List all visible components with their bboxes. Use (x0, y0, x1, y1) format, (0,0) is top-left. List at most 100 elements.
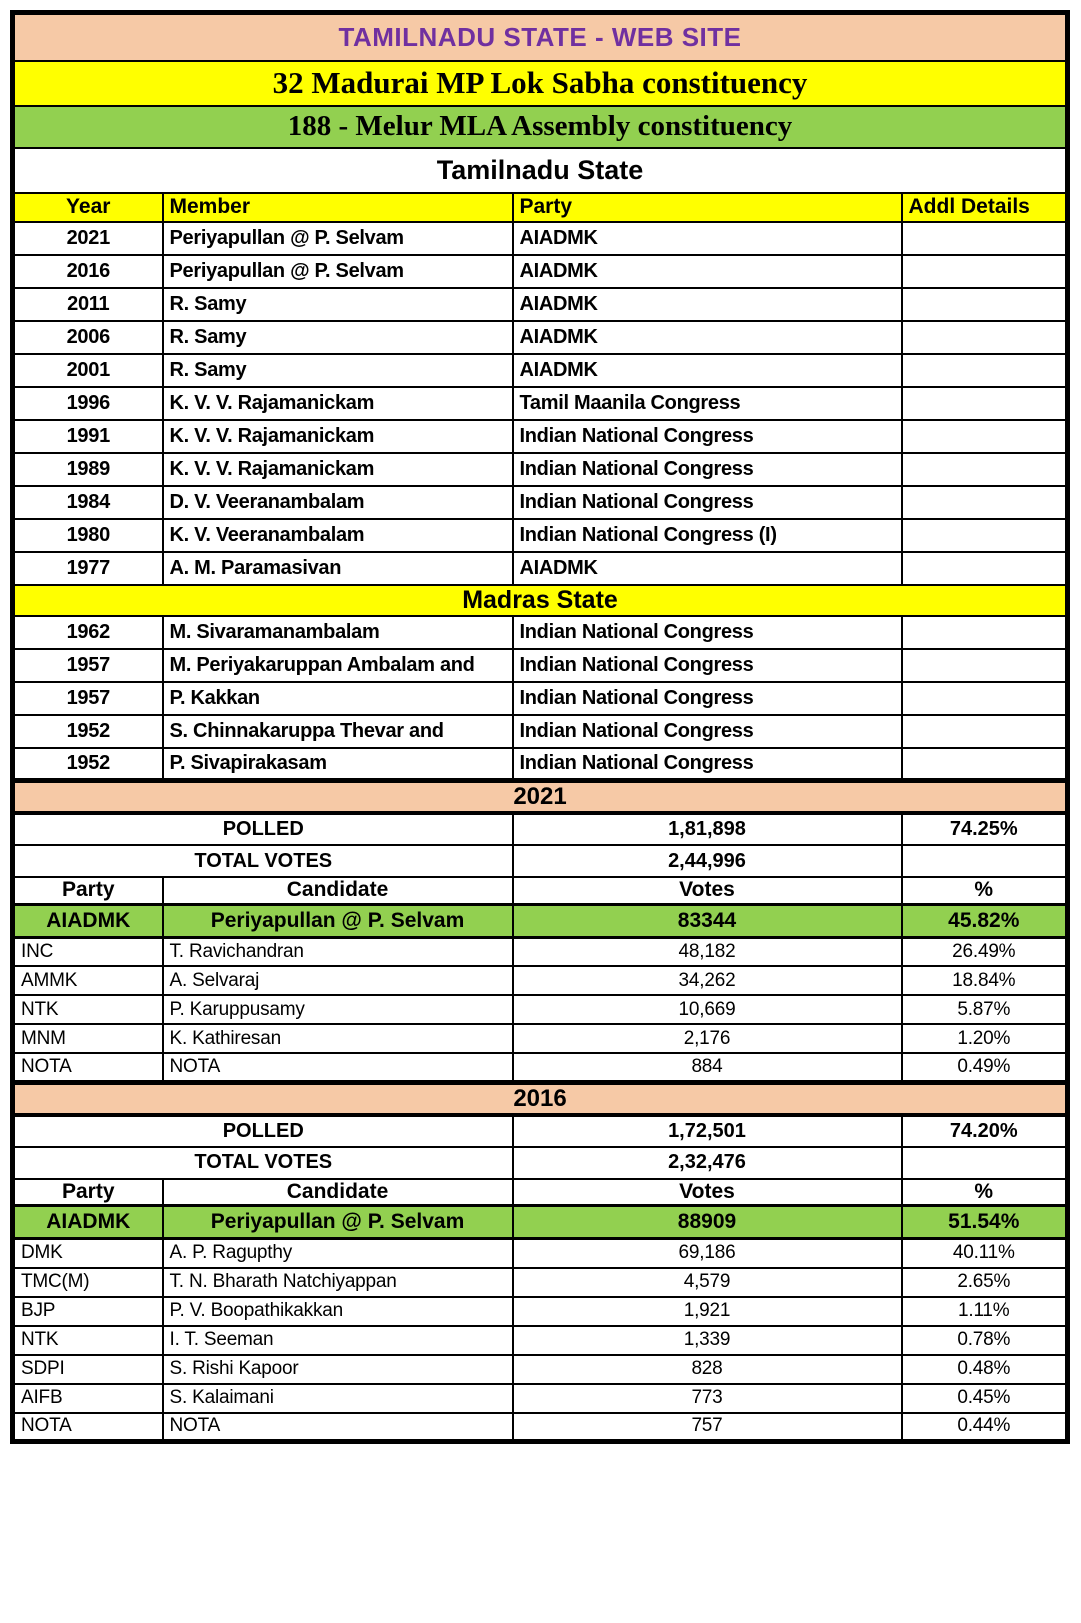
result-party: BJP (11, 1295, 164, 1327)
result-party: NTK (11, 994, 164, 1025)
result-votes: 1,921 (511, 1295, 903, 1327)
result-votes: 884 (511, 1052, 903, 1083)
member-year: 1996 (11, 385, 164, 421)
total-votes-value: 2,44,996 (511, 844, 903, 878)
member-year: 1957 (11, 647, 164, 683)
result-row: AIFB S. Kalaimani 773 0.45% (11, 1382, 1069, 1414)
result-pct: 0.48% (900, 1353, 1069, 1385)
member-year: 2021 (11, 220, 164, 256)
results-header-row: Party Candidate Votes % (11, 876, 1069, 905)
member-addl-cell (900, 385, 1069, 421)
col-header-votes: Votes (511, 1177, 903, 1207)
result-row: SDPI S. Rishi Kapoor 828 0.48% (11, 1353, 1069, 1385)
result-party: DMK (11, 1237, 164, 1269)
result-votes: 10,669 (511, 994, 903, 1025)
member-name: S. Chinnakaruppa Thevar and (161, 713, 514, 749)
result-party: INC (11, 936, 164, 967)
result-candidate: P. V. Boopathikakkan (161, 1295, 514, 1327)
section-title-tamilnadu-state: Tamilnadu State (11, 146, 1069, 194)
member-party: Indian National Congress (I) (511, 517, 903, 553)
result-candidate: NOTA (161, 1411, 514, 1443)
member-addl-cell (900, 418, 1069, 454)
member-name: K. V. Veeranambalam (161, 517, 514, 553)
result-row: AMMK A. Selvaraj 34,262 18.84% (11, 965, 1069, 996)
winner-row: AIADMK Periyapullan @ P. Selvam 88909 51… (11, 1204, 1069, 1240)
result-party: AMMK (11, 965, 164, 996)
election-year-banner-2016: 2016 (11, 1079, 1069, 1117)
member-addl-cell (900, 286, 1069, 322)
result-candidate: S. Rishi Kapoor (161, 1353, 514, 1385)
section-title-madras-state: Madras State (11, 583, 1069, 617)
winner-candidate: Periyapullan @ P. Selvam (161, 1204, 514, 1240)
winner-candidate: Periyapullan @ P. Selvam (161, 902, 514, 939)
result-row: BJP P. V. Boopathikakkan 1,921 1.11% (11, 1295, 1069, 1327)
polled-row: POLLED 1,72,501 74.20% (11, 1113, 1069, 1148)
result-party: NOTA (11, 1411, 164, 1443)
member-name: M. Sivaramanambalam (161, 614, 514, 650)
col-header-candidate: Candidate (161, 876, 514, 905)
member-addl-cell (900, 484, 1069, 520)
result-row: NTK I. T. Seeman 1,339 0.78% (11, 1324, 1069, 1356)
member-row: 1984 D. V. Veeranambalam Indian National C… (11, 484, 1069, 520)
member-addl-cell (900, 614, 1069, 650)
polled-label: POLLED (11, 1113, 514, 1148)
member-addl-cell (900, 451, 1069, 487)
result-party: SDPI (11, 1353, 164, 1385)
member-row: 2011 R. Samy AIADMK (11, 286, 1069, 322)
result-pct: 0.49% (900, 1052, 1069, 1083)
member-name: A. M. Paramasivan (161, 550, 514, 586)
member-party: AIADMK (511, 550, 903, 586)
result-party: MNM (11, 1023, 164, 1054)
result-candidate: I. T. Seeman (161, 1324, 514, 1356)
result-pct: 0.44% (900, 1411, 1069, 1443)
member-year: 1991 (11, 418, 164, 454)
result-pct: 1.11% (900, 1295, 1069, 1327)
result-pct: 1.20% (900, 1023, 1069, 1054)
result-candidate: A. P. Ragupthy (161, 1237, 514, 1269)
mla-constituency-banner: 188 - Melur MLA Assembly constituency (11, 104, 1069, 149)
result-party: NOTA (11, 1052, 164, 1083)
result-votes: 48,182 (511, 936, 903, 967)
member-party: Indian National Congress (511, 418, 903, 454)
result-party: NTK (11, 1324, 164, 1356)
members-header-row: Year Member Party Addl Details (11, 191, 1069, 223)
result-pct: 0.45% (900, 1382, 1069, 1414)
winner-party: AIADMK (11, 902, 164, 939)
member-party: Indian National Congress (511, 746, 903, 782)
member-addl-cell (900, 680, 1069, 716)
result-pct: 0.78% (900, 1324, 1069, 1356)
total-votes-row: TOTAL VOTES 2,44,996 (11, 844, 1069, 878)
member-party: Indian National Congress (511, 451, 903, 487)
total-votes-label: TOTAL VOTES (11, 1145, 514, 1180)
member-party: AIADMK (511, 220, 903, 256)
member-name: M. Periyakaruppan Ambalam and (161, 647, 514, 683)
member-row: 1957 P. Kakkan Indian National Congress (11, 680, 1069, 716)
member-name: R. Samy (161, 319, 514, 355)
member-row: 2001 R. Samy AIADMK (11, 352, 1069, 388)
member-party: AIADMK (511, 352, 903, 388)
col-header-party: Party (511, 191, 903, 223)
member-year: 2011 (11, 286, 164, 322)
member-row: 1952 S. Chinnakaruppa Thevar and Indian Na… (11, 713, 1069, 749)
winner-votes: 83344 (511, 902, 903, 939)
results-header-row: Party Candidate Votes % (11, 1177, 1069, 1207)
member-row: 1991 K. V. V. Rajamanickam Indian National… (11, 418, 1069, 454)
result-pct: 2.65% (900, 1266, 1069, 1298)
result-votes: 34,262 (511, 965, 903, 996)
result-row: DMK A. P. Ragupthy 69,186 40.11% (11, 1237, 1069, 1269)
member-name: Periyapullan @ P. Selvam (161, 253, 514, 289)
member-row: 2006 R. Samy AIADMK (11, 319, 1069, 355)
member-addl-cell (900, 746, 1069, 782)
col-header-party: Party (11, 876, 164, 905)
member-year: 1980 (11, 517, 164, 553)
winner-votes: 88909 (511, 1204, 903, 1240)
member-name: D. V. Veeranambalam (161, 484, 514, 520)
site-title: TAMILNADU STATE - WEB SITE (11, 11, 1069, 62)
col-header-member: Member (161, 191, 514, 223)
member-party: AIADMK (511, 319, 903, 355)
member-row: 1977 A. M. Paramasivan AIADMK (11, 550, 1069, 586)
winner-party: AIADMK (11, 1204, 164, 1240)
member-row: 1989 K. V. V. Rajamanickam Indian National… (11, 451, 1069, 487)
member-party: Indian National Congress (511, 484, 903, 520)
member-party: AIADMK (511, 253, 903, 289)
